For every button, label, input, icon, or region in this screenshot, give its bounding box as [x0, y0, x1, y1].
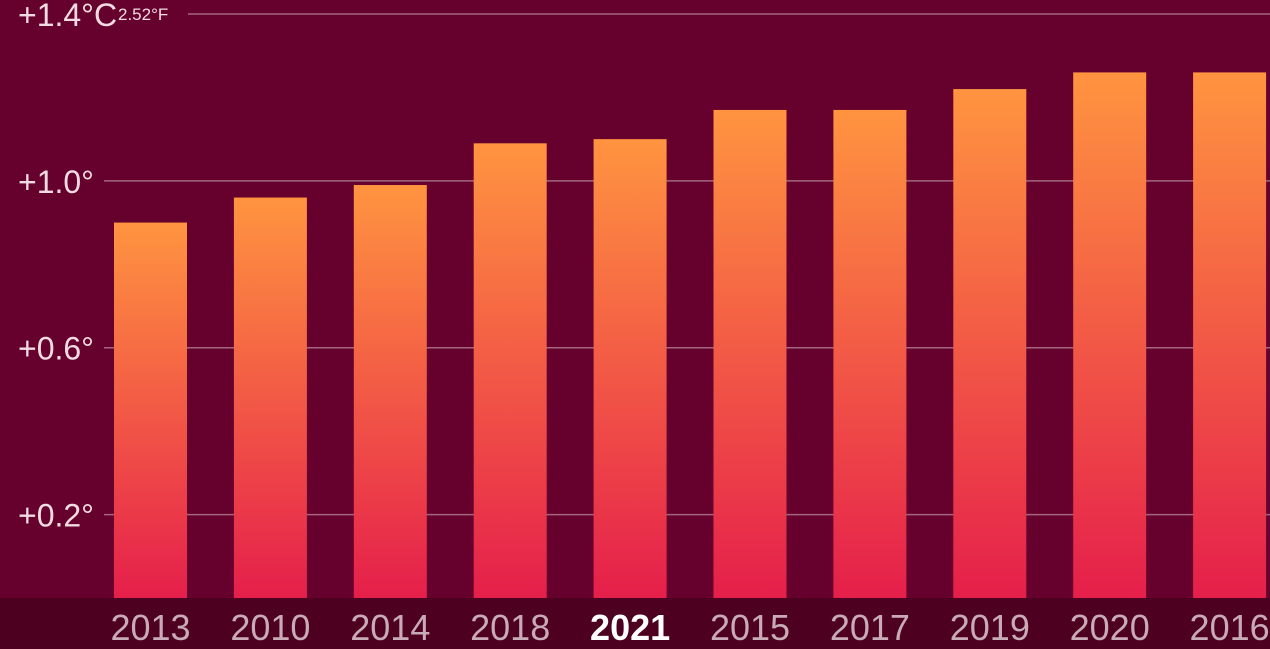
bar-2020	[1073, 72, 1147, 598]
bar-2015	[713, 109, 787, 598]
bar-2021	[593, 139, 667, 598]
x-tick-label-2021: 2021	[590, 607, 670, 648]
bar-2013	[114, 222, 187, 599]
x-tick-label-2013: 2013	[110, 607, 190, 648]
y-tick-sublabel: 2.52°F	[118, 5, 168, 24]
bar-2014	[353, 185, 427, 598]
y-tick-labels: +1.4°C 2.52°F +1.0° +0.6° +0.2°	[18, 0, 168, 534]
x-tick-label-2016: 2016	[1190, 607, 1270, 648]
x-tick-label-2014: 2014	[350, 607, 430, 648]
bar-2017	[833, 109, 907, 598]
x-tick-labels: 2013 2010 2014 2018 2021 2015 2017 2019 2020 2016	[110, 607, 1269, 648]
bar-2018	[473, 143, 547, 599]
bar-2010	[233, 197, 307, 599]
x-tick-label-2015: 2015	[710, 607, 790, 648]
x-tick-label-2019: 2019	[950, 607, 1030, 648]
y-tick-label: +0.6°	[18, 331, 94, 367]
bars	[114, 72, 1267, 599]
x-tick-label-2017: 2017	[830, 607, 910, 648]
x-tick-label-2010: 2010	[230, 607, 310, 648]
x-tick-label-2018: 2018	[470, 607, 550, 648]
y-tick-label: +0.2°	[18, 498, 94, 534]
bar-2016	[1193, 72, 1267, 598]
x-tick-label-2020: 2020	[1070, 607, 1150, 648]
y-tick-label: +1.4°C	[18, 0, 117, 33]
x-axis-band	[0, 598, 1270, 649]
bar-2019	[953, 89, 1027, 598]
y-tick-label: +1.0°	[18, 164, 94, 200]
